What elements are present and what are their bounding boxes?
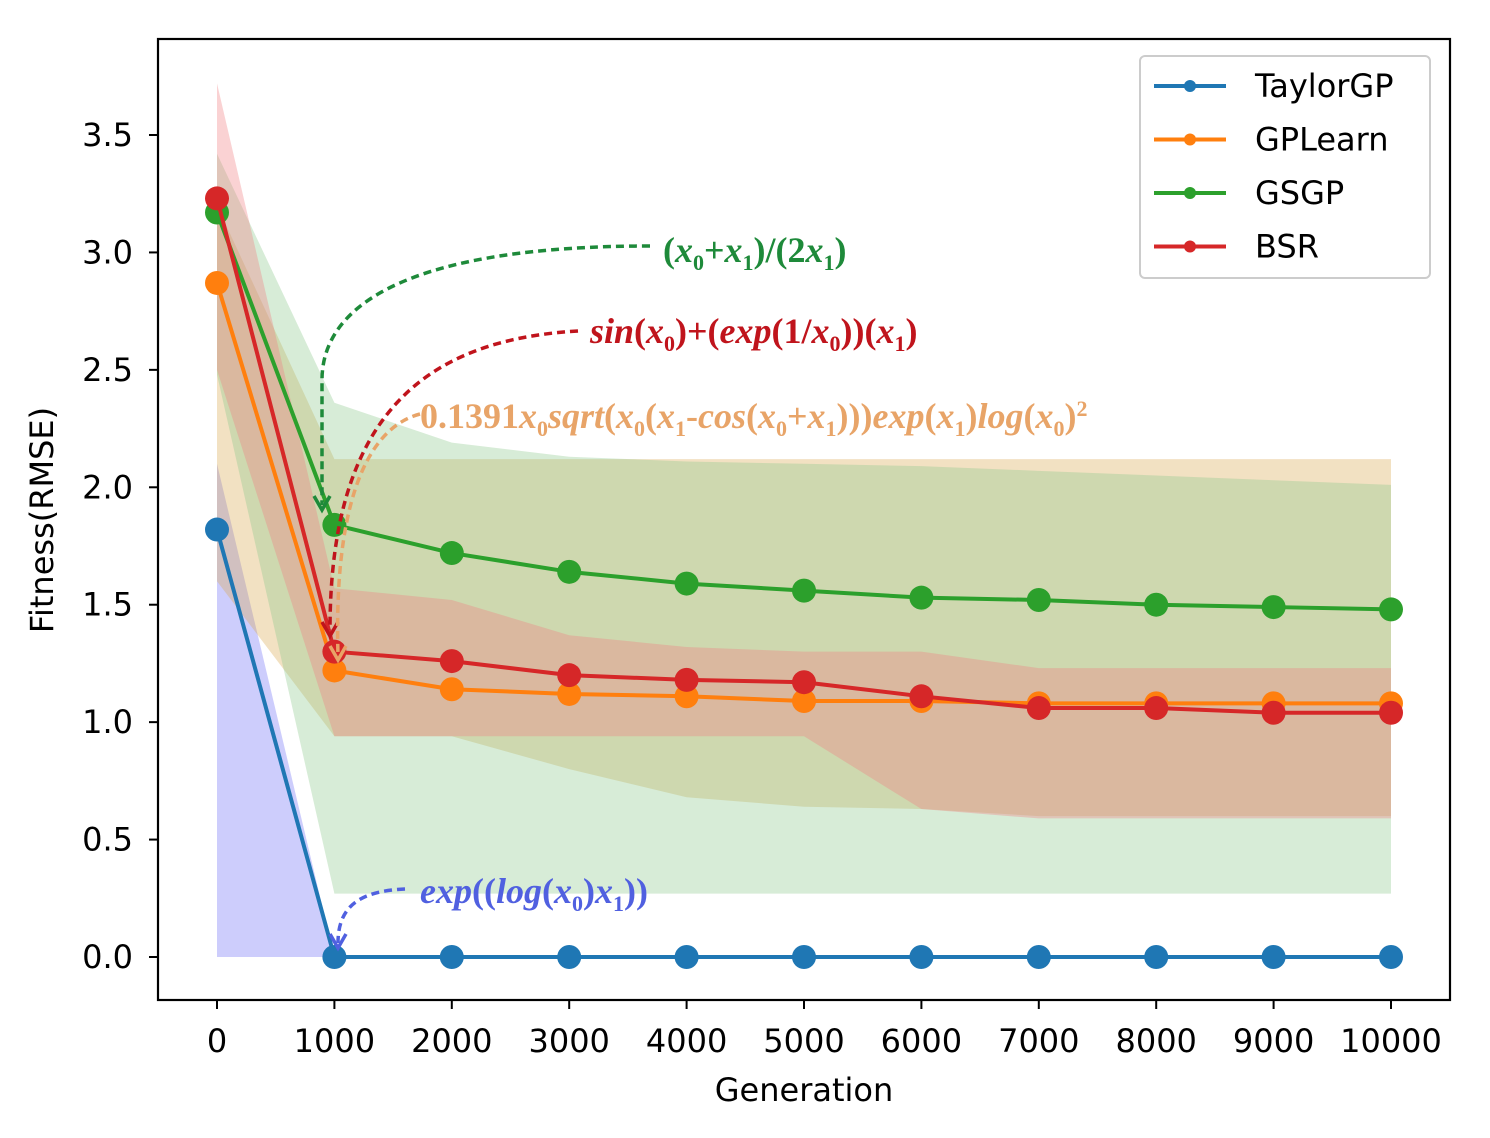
arrowhead-taylorgp <box>328 933 348 952</box>
legend-marker-gplearn <box>1184 133 1196 146</box>
x-tick-label: 6000 <box>881 1022 962 1060</box>
point-taylorgp-4000 <box>674 945 699 969</box>
y-tick-label: 3.0 <box>82 233 133 271</box>
point-bsr-3000 <box>557 663 582 688</box>
point-gplearn-4000 <box>674 684 699 709</box>
band-bsr <box>217 83 1391 819</box>
arrow-taylorgp <box>336 887 406 944</box>
point-taylorgp-8000 <box>1144 945 1169 969</box>
y-tick-label: 2.0 <box>82 468 133 506</box>
x-tick-label: 9000 <box>1233 1022 1314 1060</box>
legend-marker-taylorgp <box>1184 80 1196 92</box>
annotation-taylorgp: exp((log(x0)x1)) <box>420 871 648 916</box>
legend-marker-gsgp <box>1184 187 1196 199</box>
point-gsgp-9000 <box>1261 595 1286 620</box>
y-tick-label: 2.5 <box>82 351 133 389</box>
x-tick-label: 7000 <box>998 1022 1079 1060</box>
x-tick-label: 4000 <box>646 1022 727 1060</box>
legend-label-taylorgp: TaylorGP <box>1254 67 1394 105</box>
legend-box <box>1139 55 1431 279</box>
arrowhead-bsr <box>320 621 340 640</box>
point-bsr-7000 <box>1026 696 1051 721</box>
x-tick-label: 5000 <box>763 1022 844 1060</box>
y-axis: 0.0 0.5 1.0 1.5 2.0 2.5 3.0 3.5 <box>82 116 158 976</box>
point-taylorgp-1000 <box>322 945 347 969</box>
point-bsr-2000 <box>439 649 464 674</box>
x-tick-label: 1000 <box>294 1022 375 1060</box>
x-tick-label: 10000 <box>1340 1022 1442 1060</box>
legend-label-gplearn: GPLearn <box>1255 121 1389 159</box>
point-gsgp-5000 <box>792 578 816 603</box>
point-taylorgp-5000 <box>792 945 816 969</box>
legend-marker-bsr <box>1184 240 1196 253</box>
arrow-gsgp <box>320 244 651 505</box>
point-bsr-9000 <box>1261 700 1286 725</box>
legend: TaylorGP GPLearn GSGP BSR <box>1139 55 1431 279</box>
point-taylorgp-9000 <box>1261 945 1286 969</box>
point-gsgp-7000 <box>1026 588 1051 613</box>
x-tick-label: 2000 <box>411 1022 492 1060</box>
arrowhead-gplearn <box>328 645 348 664</box>
point-bsr-4000 <box>674 667 699 692</box>
point-gplearn-1000 <box>322 658 347 683</box>
x-axis: 0 1000 2000 3000 4000 5000 6000 7000 8000 9000 100… <box>207 1000 1442 1060</box>
point-taylorgp-10000 <box>1379 945 1403 969</box>
point-bsr-0 <box>205 186 229 211</box>
band-gplearn <box>217 205 1391 817</box>
point-gsgp-8000 <box>1144 592 1169 617</box>
point-gsgp-3000 <box>557 559 582 584</box>
x-tick-label: 3000 <box>528 1022 609 1060</box>
x-tick-label: 8000 <box>1115 1022 1196 1060</box>
y-tick-label: 1.0 <box>82 703 133 741</box>
annotation-gsgp: (x0+x1)/(2x1) <box>663 230 847 275</box>
point-gplearn-5000 <box>792 689 816 714</box>
x-tick-label: 0 <box>207 1022 227 1060</box>
point-gsgp-4000 <box>674 571 699 596</box>
series-lines <box>205 186 1403 969</box>
arrow-gplearn <box>335 412 421 656</box>
annotation-bsr: sin(x0)+(exp(1/x0))(x1) <box>589 311 918 356</box>
y-tick-label: 0.5 <box>82 821 133 859</box>
point-bsr-8000 <box>1144 696 1169 721</box>
point-bsr-6000 <box>909 684 934 709</box>
y-tick-label: 1.5 <box>82 586 133 624</box>
annotation-labels: (x0+x1)/(2x1) sin(x0)+(exp(1/x0))(x1) 0.13… <box>420 230 1088 916</box>
legend-label-gsgp: GSGP <box>1255 174 1344 212</box>
arrowhead-gsgp <box>312 495 332 514</box>
point-taylorgp-6000 <box>909 945 934 969</box>
point-gplearn-0 <box>205 270 229 295</box>
annotation-gplearn: 0.1391x0sqrt(x0(x1-cos(x0+x1)))exp(x1)lo… <box>420 396 1088 441</box>
y-tick-label: 3.5 <box>82 116 133 154</box>
legend-label-bsr: BSR <box>1255 228 1319 266</box>
point-gsgp-6000 <box>909 585 934 610</box>
annotation-arrows <box>312 244 651 952</box>
point-taylorgp-0 <box>205 517 229 542</box>
point-gplearn-2000 <box>439 677 464 702</box>
point-taylorgp-3000 <box>557 945 582 969</box>
point-bsr-5000 <box>792 670 816 695</box>
point-taylorgp-2000 <box>439 945 464 969</box>
point-gsgp-2000 <box>439 541 464 566</box>
point-gplearn-3000 <box>557 681 582 706</box>
x-axis-label: Generation <box>715 1071 894 1109</box>
point-gsgp-10000 <box>1379 597 1403 622</box>
point-bsr-10000 <box>1379 700 1403 725</box>
y-axis-label: Fitness(RMSE) <box>23 407 61 633</box>
y-tick-label: 0.0 <box>82 938 133 976</box>
point-taylorgp-7000 <box>1026 945 1051 969</box>
